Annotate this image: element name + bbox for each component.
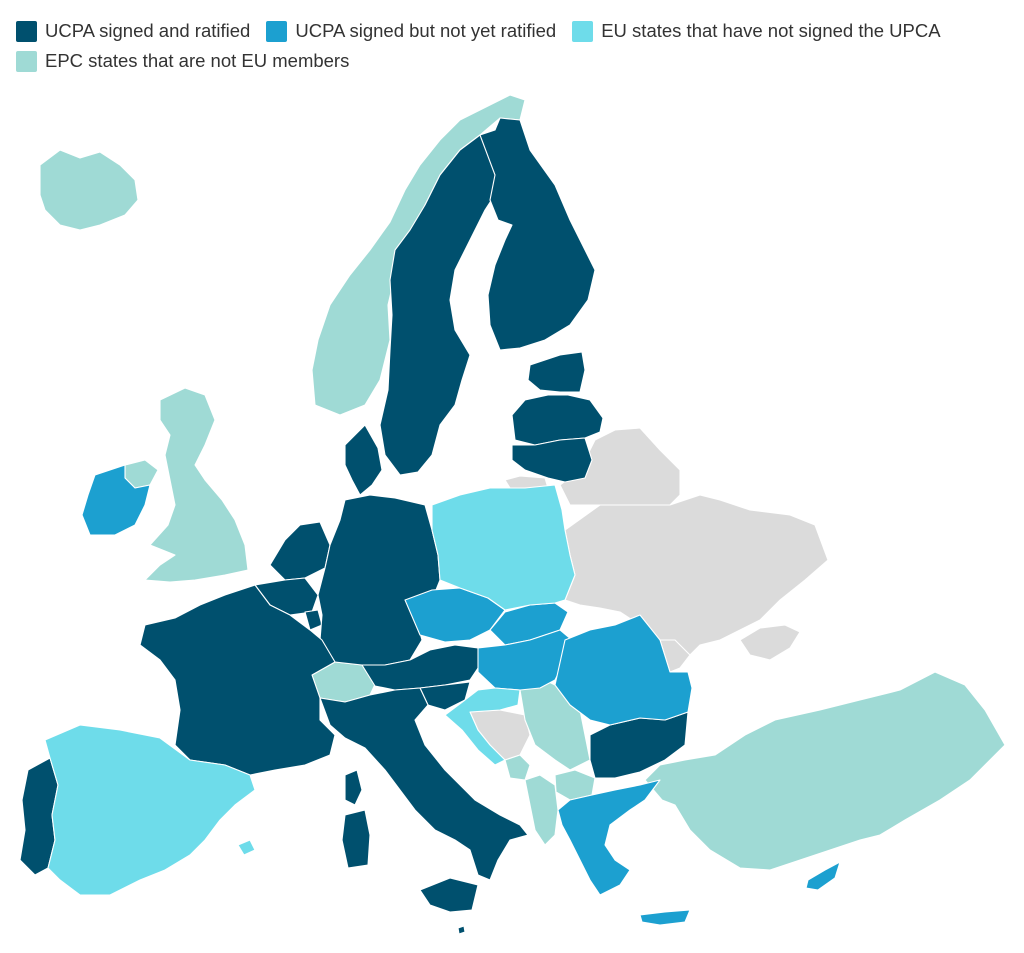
region-crimea: [739, 624, 801, 661]
region-turkey: [644, 671, 1006, 871]
legend-row-2: EPC states that are not EU members: [16, 46, 1016, 76]
region-estonia: [527, 351, 586, 393]
legend-item-signed: UCPA signed but not yet ratified: [266, 19, 556, 43]
region-denmark: [344, 424, 383, 496]
region-ireland: [81, 464, 151, 536]
region-sicily: [419, 877, 479, 913]
region-malta: [457, 925, 466, 935]
region-cyprus: [805, 861, 841, 891]
legend-item-epc-non-eu: EPC states that are not EU members: [16, 49, 349, 73]
region-norway: [311, 94, 526, 416]
region-czech-republic: [404, 587, 506, 643]
legend-label-epc-non-eu: EPC states that are not EU members: [45, 50, 350, 71]
region-sweden: [379, 134, 499, 476]
legend-row-1: UCPA signed and ratified UCPA signed but…: [16, 16, 1016, 46]
legend-label-signed: UCPA signed but not yet ratified: [295, 20, 557, 41]
legend-item-ratified: UCPA signed and ratified: [16, 19, 250, 43]
region-france: [139, 584, 336, 776]
legend-swatch-epc-non-eu: [16, 50, 37, 72]
region-montenegro: [504, 754, 531, 781]
region-greece: [557, 779, 661, 896]
region-croatia: [444, 687, 521, 766]
legend-swatch-ratified: [16, 20, 37, 42]
region-iceland: [39, 149, 139, 231]
region-balearic-islands: [237, 839, 256, 856]
region-crete: [639, 909, 691, 926]
region-finland: [479, 117, 596, 351]
region-ukraine: [564, 494, 829, 666]
region-latvia: [511, 394, 604, 446]
region-italy: [319, 687, 529, 881]
region-netherlands: [269, 521, 331, 581]
region-spain: [44, 724, 256, 896]
legend-item-eu-not-signed: EU states that have not signed the UPCA: [572, 19, 941, 43]
region-germany: [317, 494, 441, 666]
legend-label-ratified: UCPA signed and ratified: [45, 20, 251, 41]
region-luxembourg: [304, 609, 323, 631]
legend-swatch-signed: [266, 20, 288, 42]
region-lithuania: [511, 437, 593, 483]
legend-label-eu-not-signed: EU states that have not signed the UPCA: [601, 20, 941, 41]
region-sardinia: [341, 809, 371, 869]
region-united-kingdom: [144, 387, 249, 583]
region-corsica: [344, 769, 363, 806]
region-albania: [524, 774, 559, 846]
legend: UCPA signed and ratified UCPA signed but…: [16, 16, 1016, 76]
region-poland: [431, 484, 576, 611]
region-romania: [554, 614, 693, 726]
legend-swatch-eu-not-signed: [572, 20, 594, 42]
